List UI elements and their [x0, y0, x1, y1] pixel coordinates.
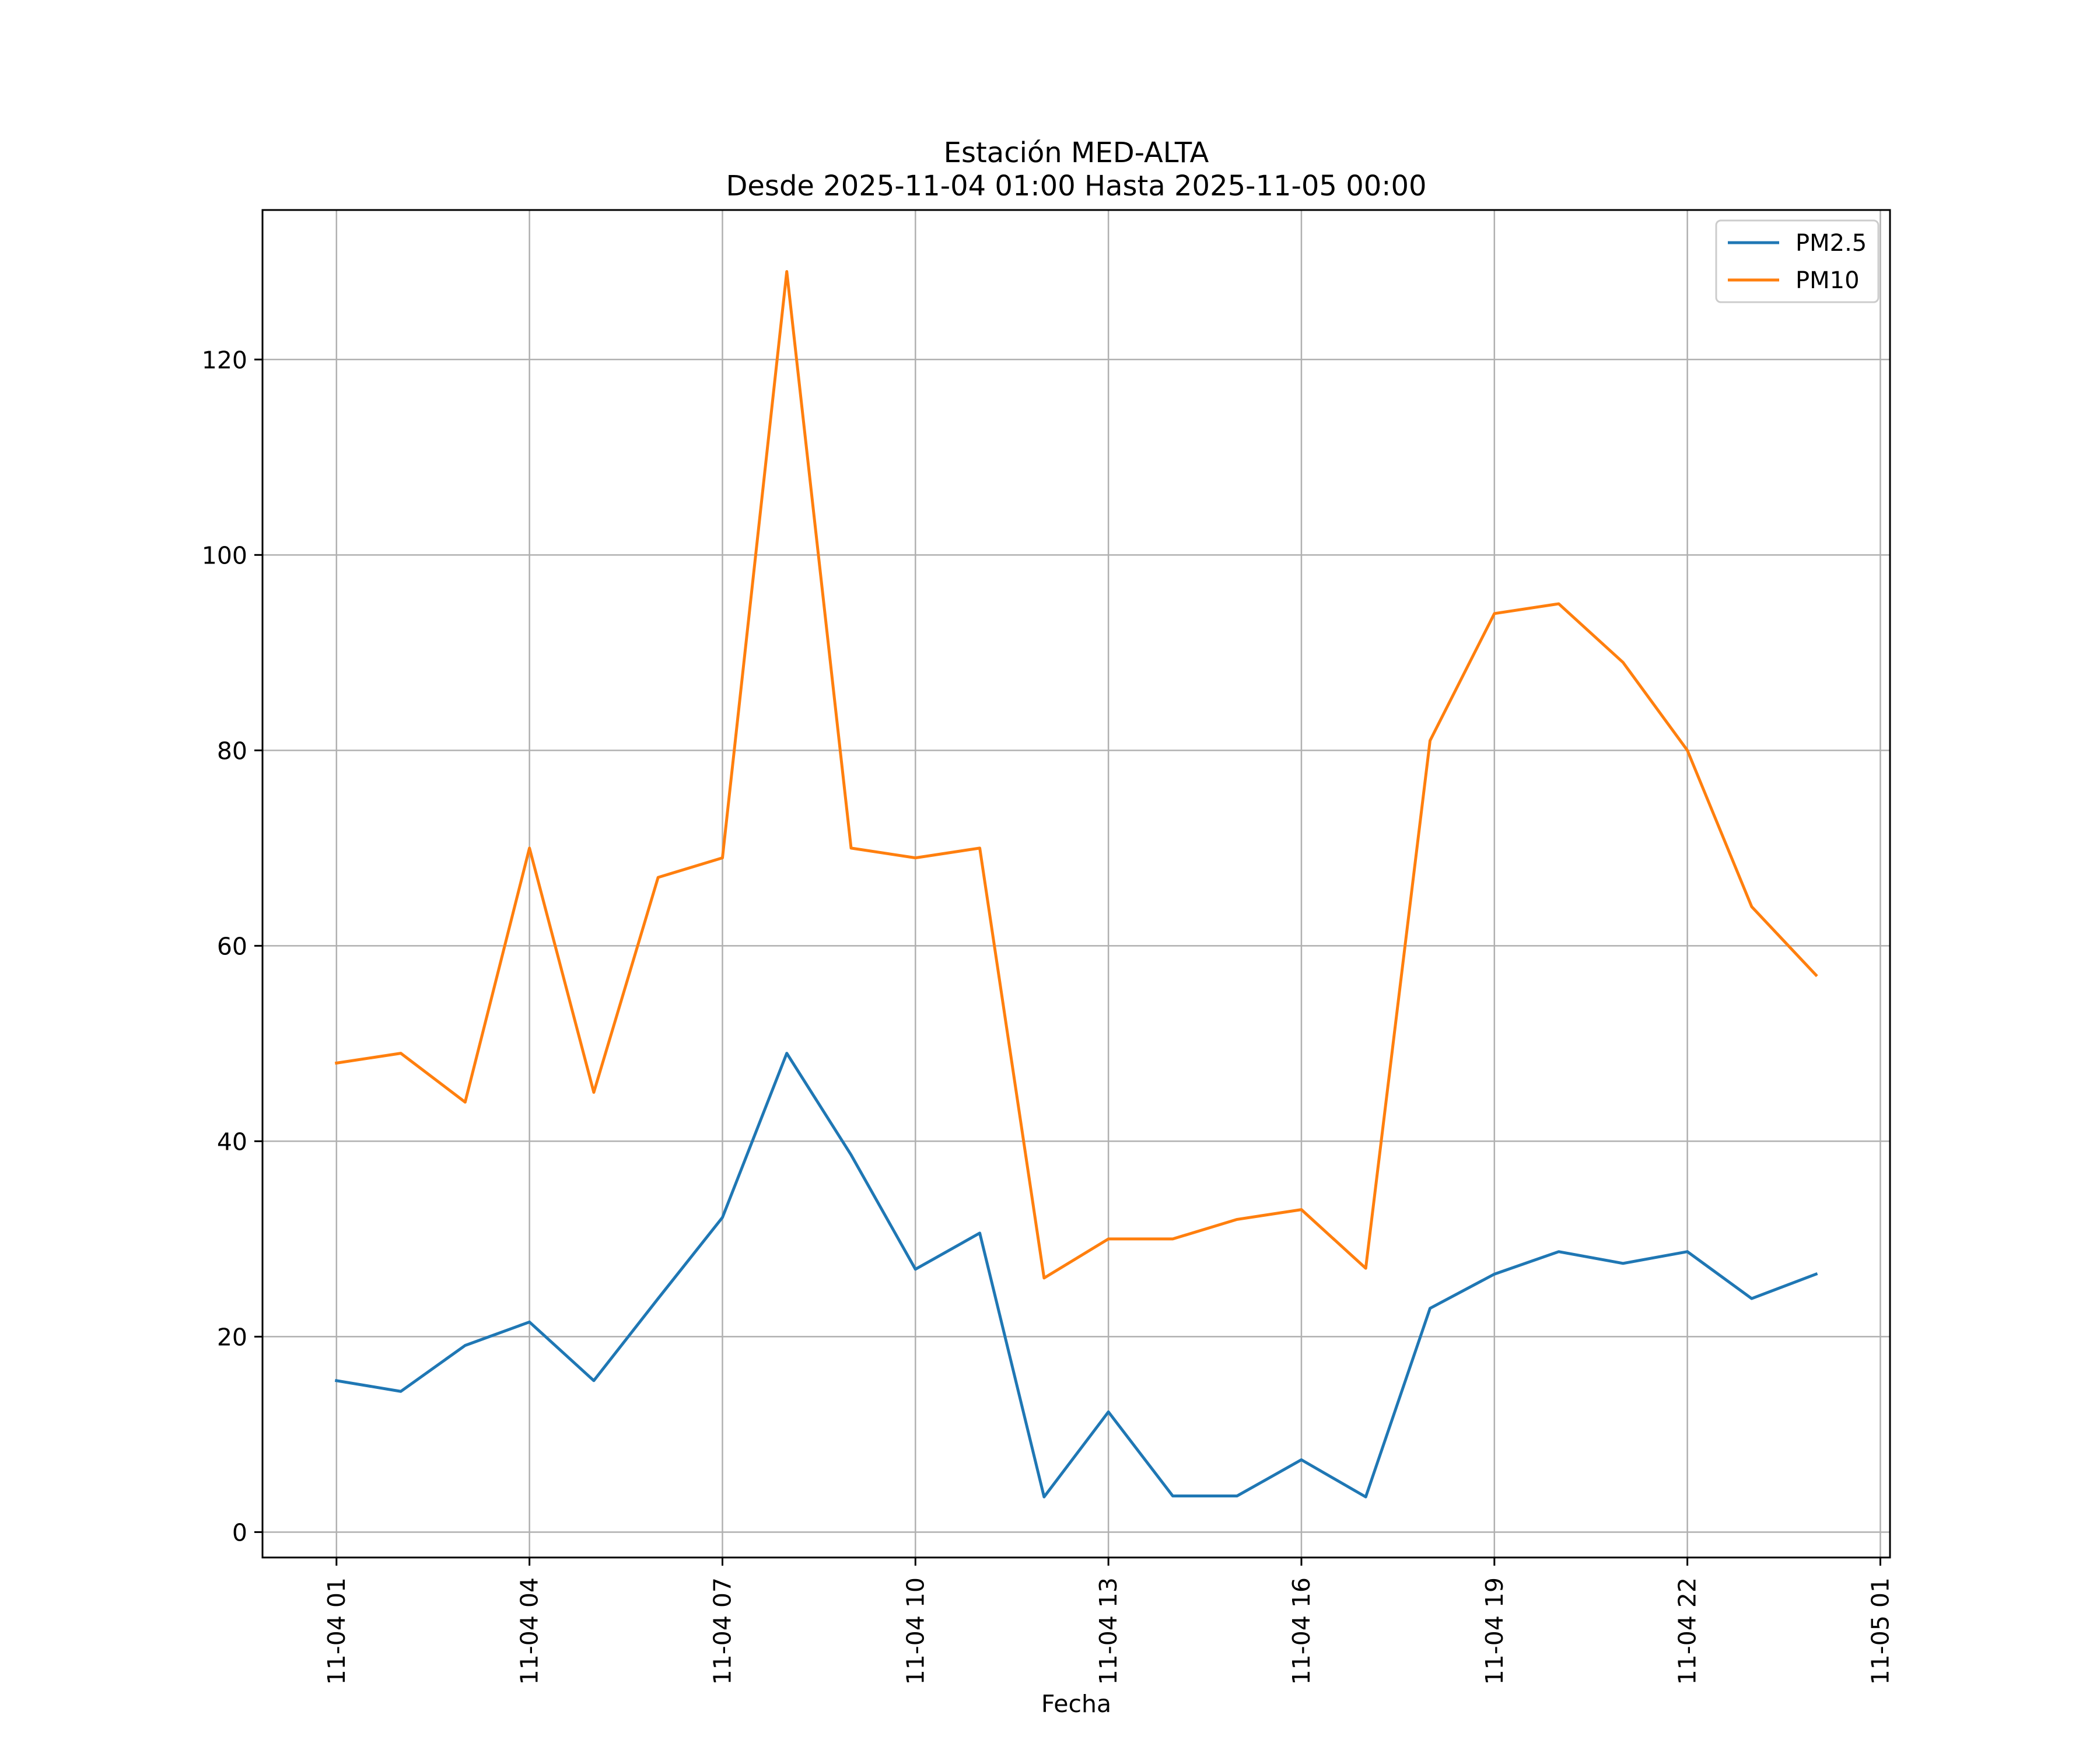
- x-tick-label: 11-04 19: [1480, 1577, 1508, 1685]
- y-tick-label: 80: [217, 737, 247, 765]
- series-lines: [334, 270, 1818, 1499]
- legend-box: [1715, 219, 1880, 303]
- chart-title-line2: Desde 2025-11-04 01:00 Hasta 2025-11-05 …: [726, 170, 1426, 202]
- y-tick-label: 120: [202, 346, 247, 374]
- legend: PM2.5 PM10: [1715, 219, 1880, 303]
- x-tick-label: 11-04 04: [516, 1577, 544, 1685]
- x-tick-label: 11-04 22: [1674, 1577, 1702, 1685]
- chart-title-line1: Estación MED-ALTA: [944, 136, 1209, 169]
- series-line-pm10: [334, 270, 1818, 1280]
- plot-frame: [261, 209, 1891, 1559]
- x-tick-label: 11-05 01: [1866, 1577, 1894, 1685]
- x-tick-label: 11-04 10: [901, 1577, 929, 1685]
- legend-label-pm25: PM2.5: [1796, 230, 1867, 257]
- x-tick-label: 11-04 01: [323, 1577, 351, 1685]
- y-tick-label: 100: [202, 541, 247, 569]
- x-axis-label: Fecha: [1041, 1690, 1111, 1718]
- y-tick-label: 20: [217, 1323, 247, 1351]
- y-tick-label: 40: [217, 1128, 247, 1156]
- x-tick-label: 11-04 13: [1094, 1577, 1122, 1685]
- y-tick-label: 0: [232, 1518, 247, 1546]
- x-tick-label: 11-04 16: [1287, 1577, 1315, 1685]
- x-axis-ticks: 11-04 01 11-04 04 11-04 07 11-04 10 11-04 13…: [323, 1558, 1894, 1685]
- y-axis-ticks: 0 20 40 60 80 100 120: [202, 346, 262, 1546]
- series-line-pm25: [334, 1052, 1818, 1499]
- x-tick-label: 11-04 07: [708, 1577, 736, 1685]
- grid-lines: [262, 210, 1890, 1558]
- legend-label-pm10: PM10: [1796, 267, 1860, 294]
- y-tick-label: 60: [217, 932, 247, 960]
